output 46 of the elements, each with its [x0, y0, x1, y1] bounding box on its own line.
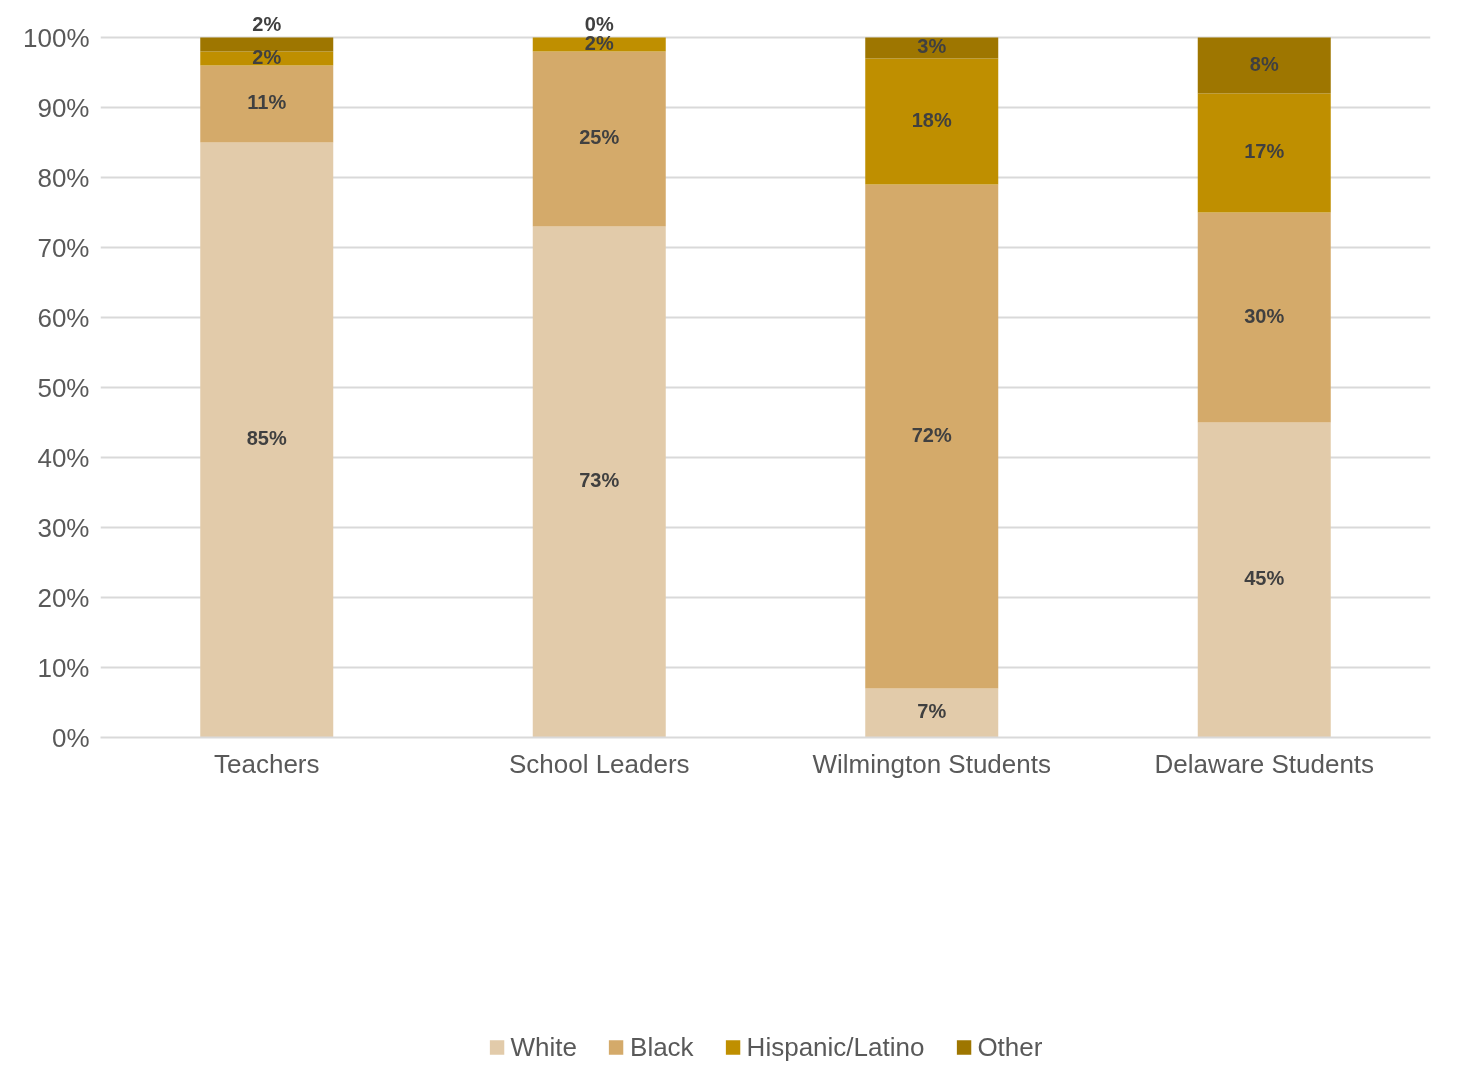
text: 18%	[911, 108, 952, 131]
legend-label: Black	[630, 1031, 694, 1063]
text: 30%	[1244, 304, 1285, 327]
text: 17%	[1244, 140, 1285, 162]
text: 7%	[917, 700, 947, 722]
y-tick-label: 10%	[37, 652, 90, 683]
y-tick-label: 80%	[37, 162, 90, 193]
text: 11%	[247, 91, 287, 113]
text: 3%	[917, 35, 947, 57]
y-tick-label: 70%	[37, 232, 90, 263]
bar	[532, 51, 666, 227]
bar	[200, 37, 334, 52]
x-tick-label: Wilmington Students	[812, 748, 1051, 779]
y-tick-label: 30%	[37, 512, 90, 543]
bar	[1197, 37, 1331, 94]
legend-label: White	[510, 1031, 578, 1063]
bar	[200, 65, 334, 143]
y-tick-label: 50%	[37, 372, 90, 403]
y-tick-label: 40%	[37, 442, 90, 473]
x-tick-label: School Leaders	[508, 748, 690, 779]
text: 73%	[579, 469, 620, 491]
legend-label: Other	[977, 1031, 1043, 1063]
x-tick-label: Teachers	[214, 748, 320, 779]
bar	[1197, 212, 1331, 423]
bar	[532, 226, 666, 738]
y-tick-label: 20%	[37, 582, 90, 613]
text: 2%	[252, 12, 282, 35]
x-tick-label: Delaware Students	[1154, 748, 1375, 779]
text: 8%	[1249, 52, 1279, 75]
bar	[1197, 422, 1331, 738]
legend-label: Hispanic/Latino	[746, 1031, 925, 1063]
bar	[865, 688, 999, 738]
bar	[1197, 93, 1331, 213]
y-tick-label: 0%	[51, 722, 90, 753]
y-tick-label: 90%	[37, 92, 90, 123]
bar	[865, 58, 999, 185]
y-tick-label: 100%	[23, 22, 90, 53]
bar	[200, 142, 334, 738]
bar	[865, 37, 999, 59]
y-tick-label: 60%	[37, 302, 90, 333]
text: 85%	[246, 427, 287, 449]
text: 72%	[911, 423, 952, 446]
text: 25%	[579, 126, 620, 148]
bar	[865, 184, 999, 689]
text: 2%	[252, 45, 282, 68]
text: 45%	[1244, 567, 1285, 589]
